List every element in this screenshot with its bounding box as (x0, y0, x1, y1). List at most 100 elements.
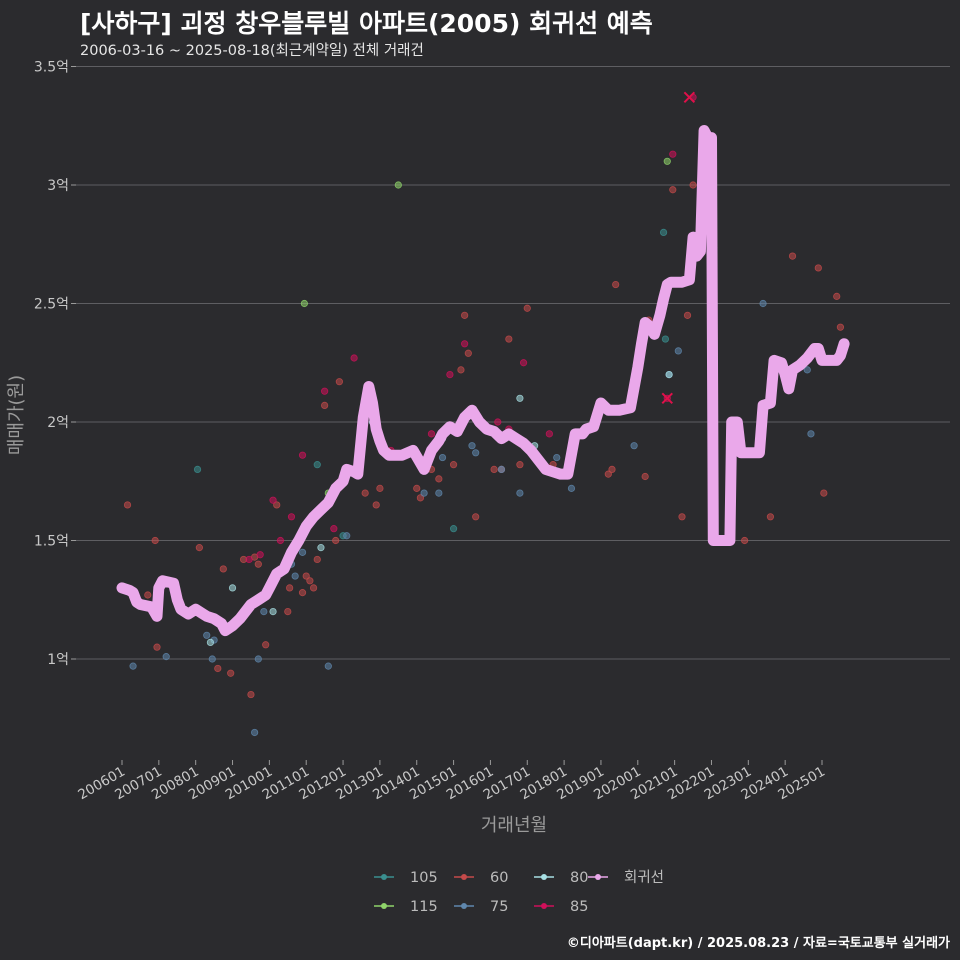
legend-dot (595, 874, 601, 880)
data-point-60 (612, 280, 620, 289)
data-point-60 (683, 311, 692, 319)
data-point-60 (273, 501, 281, 509)
data-point-105 (449, 525, 458, 533)
data-point-115 (663, 157, 671, 165)
cancelled-mark-stroke (683, 91, 696, 104)
legend-dot (541, 874, 547, 880)
y-tick-label: 1.5억 (34, 534, 69, 550)
cancelled-mark (661, 392, 673, 405)
data-point-85 (276, 536, 285, 545)
data-point-75 (129, 662, 137, 670)
data-point-60 (505, 335, 513, 343)
legend-label: 75 (490, 899, 508, 915)
data-point-60 (144, 591, 152, 599)
data-point-75 (291, 572, 299, 580)
legend-label: 회귀선 (624, 869, 664, 886)
data-point-60 (461, 311, 469, 319)
data-point-60 (254, 560, 262, 568)
data-point-60 (332, 536, 340, 545)
data-point-60 (309, 584, 318, 592)
data-point-85 (330, 525, 338, 533)
data-point-60 (523, 304, 531, 312)
data-point-85 (545, 430, 553, 438)
legend-dot (461, 903, 467, 909)
data-point-85 (519, 359, 528, 367)
data-point-75 (208, 655, 216, 663)
data-point-75 (435, 489, 443, 497)
data-point-75 (759, 299, 767, 308)
legend-label: 60 (490, 870, 508, 886)
data-point-75 (516, 489, 524, 497)
data-point-80 (206, 638, 215, 647)
data-point-60 (814, 264, 822, 272)
data-point-85 (287, 513, 296, 521)
x-axis-ticks: 2006012007012008012009012010012011012012… (75, 760, 828, 803)
data-point-60 (313, 555, 321, 564)
legend: 105 115 60 75 80 85 회귀선 (374, 869, 664, 915)
regression-line (116, 125, 850, 637)
data-point-85 (427, 430, 436, 438)
data-point-60 (604, 470, 612, 478)
data-point-60 (262, 641, 270, 649)
data-point-60 (372, 501, 380, 509)
data-point-60 (219, 565, 227, 573)
data-point-60 (490, 465, 498, 473)
y-axis-ticks: 1억 1.5억 2억 2.5억 3억 3.5억 (34, 60, 76, 668)
legend-label: 115 (410, 899, 438, 915)
data-point-60 (321, 401, 329, 410)
data-point-60 (298, 589, 307, 597)
data-point-60 (306, 577, 314, 585)
y-tick-label: 3.5억 (34, 60, 69, 76)
data-point-60 (286, 584, 294, 592)
data-point-60 (516, 461, 524, 469)
data-point-60 (214, 664, 222, 673)
data-point-80 (317, 544, 325, 552)
data-point-60 (669, 186, 677, 194)
data-point-80 (516, 394, 524, 402)
y-tick-label: 2.5억 (34, 297, 69, 313)
cancelled-marks (661, 91, 696, 405)
data-point-60 (836, 323, 845, 331)
data-point-80 (228, 584, 237, 592)
data-point-60 (472, 513, 480, 521)
data-point-75 (468, 442, 476, 450)
data-point-85 (446, 370, 454, 379)
data-point-80 (269, 607, 277, 616)
data-point-75 (497, 465, 506, 473)
data-point-60 (449, 461, 458, 469)
data-point-115 (300, 299, 308, 308)
legend-item-60: 60 (454, 870, 508, 886)
data-point-75 (674, 347, 682, 355)
data-point-60 (788, 252, 797, 260)
legend-item-75: 75 (454, 899, 508, 915)
data-point-85 (461, 340, 469, 348)
data-point-85 (321, 387, 329, 395)
scatter-points (123, 93, 845, 737)
data-point-75 (298, 548, 307, 556)
data-point-75 (251, 728, 259, 737)
grid-lines (76, 66, 950, 660)
data-point-85 (245, 555, 253, 564)
data-point-60 (464, 349, 472, 357)
data-point-75 (630, 442, 638, 450)
data-point-60 (741, 536, 749, 545)
data-point-60 (151, 536, 159, 545)
data-point-75 (420, 489, 428, 497)
data-point-85 (494, 418, 502, 426)
data-point-75 (203, 631, 211, 639)
chart-title: [사하구] 괴정 창우블루빌 아파트(2005) 회귀선 예측 (80, 9, 653, 38)
y-tick-label: 2억 (47, 415, 69, 431)
x-axis-label: 거래년월 (481, 815, 547, 836)
data-point-75 (567, 484, 576, 492)
data-point-60 (416, 494, 425, 502)
data-point-60 (335, 378, 343, 386)
data-point-60 (435, 475, 443, 483)
data-point-60 (833, 292, 841, 300)
legend-dot (461, 874, 467, 880)
data-point-60 (608, 465, 616, 473)
data-point-80 (665, 370, 673, 379)
data-point-85 (350, 354, 358, 362)
data-point-75 (438, 453, 447, 462)
data-point-60 (457, 366, 465, 374)
